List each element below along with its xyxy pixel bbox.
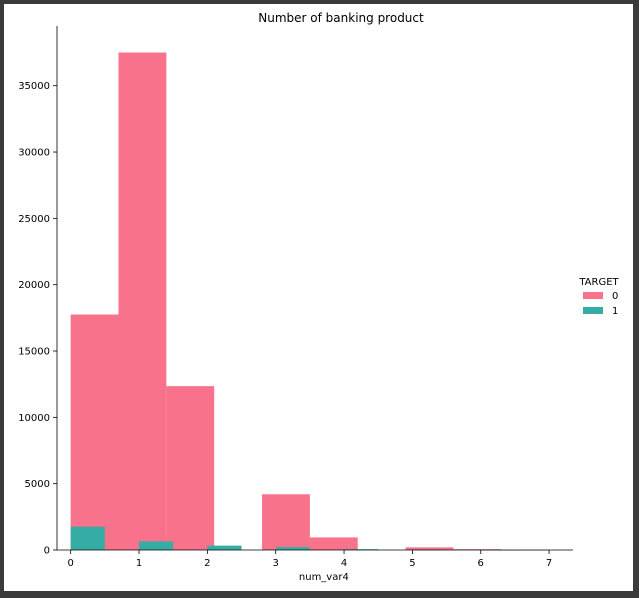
legend: TARGET 0 1 xyxy=(578,277,619,317)
x-tick-label: 2 xyxy=(204,558,210,569)
y-tick-label: 25000 xyxy=(18,214,50,225)
bar-target-0-0 xyxy=(70,314,119,550)
bar-target-0-4 xyxy=(309,537,358,550)
legend-swatch-1 xyxy=(583,307,603,314)
bars-layer xyxy=(70,52,550,551)
x-tick-label: 6 xyxy=(478,558,484,569)
bar-target-1-3 xyxy=(275,547,310,550)
bar-target-0-2 xyxy=(166,386,215,550)
chart-title: Number of banking product xyxy=(258,11,424,25)
x-tick-label: 1 xyxy=(136,558,142,569)
bar-target-1-0 xyxy=(70,526,105,550)
bar-target-1-2 xyxy=(207,545,242,550)
legend-title: TARGET xyxy=(578,277,619,288)
x-axis-label: num_var4 xyxy=(299,572,349,583)
legend-label-0: 0 xyxy=(612,291,618,302)
legend-label-1: 1 xyxy=(612,306,618,317)
bar-target-0-5 xyxy=(405,547,454,550)
x-tick-label: 0 xyxy=(67,558,73,569)
legend-swatch-0 xyxy=(583,292,603,299)
x-tick-label: 3 xyxy=(273,558,279,569)
x-tick-label: 4 xyxy=(341,558,347,569)
y-tick-label: 5000 xyxy=(25,479,50,490)
bar-target-1-1 xyxy=(139,541,174,550)
bar-target-0-3 xyxy=(262,494,310,550)
bar-target-0-1 xyxy=(118,52,167,550)
x-tick-label: 5 xyxy=(409,558,415,569)
y-tick-label: 35000 xyxy=(18,81,50,92)
y-tick-label: 20000 xyxy=(18,280,50,291)
x-tick-label: 7 xyxy=(546,558,552,569)
y-tick-label: 30000 xyxy=(18,148,50,159)
y-tick-label: 10000 xyxy=(18,413,50,424)
y-tick-label: 15000 xyxy=(18,347,50,358)
bar-chart: Number of banking product 0 1 2 3 4 5 6 7 0 5000 1… xyxy=(18,11,619,583)
axes-layer: 0 1 2 3 4 5 6 7 0 5000 10000 15000 20000 25000 30000 35… xyxy=(18,26,573,569)
chart-figure: Number of banking product 0 1 2 3 4 5 6 7 0 5000 1… xyxy=(4,4,633,591)
y-tick-label: 0 xyxy=(44,546,50,557)
